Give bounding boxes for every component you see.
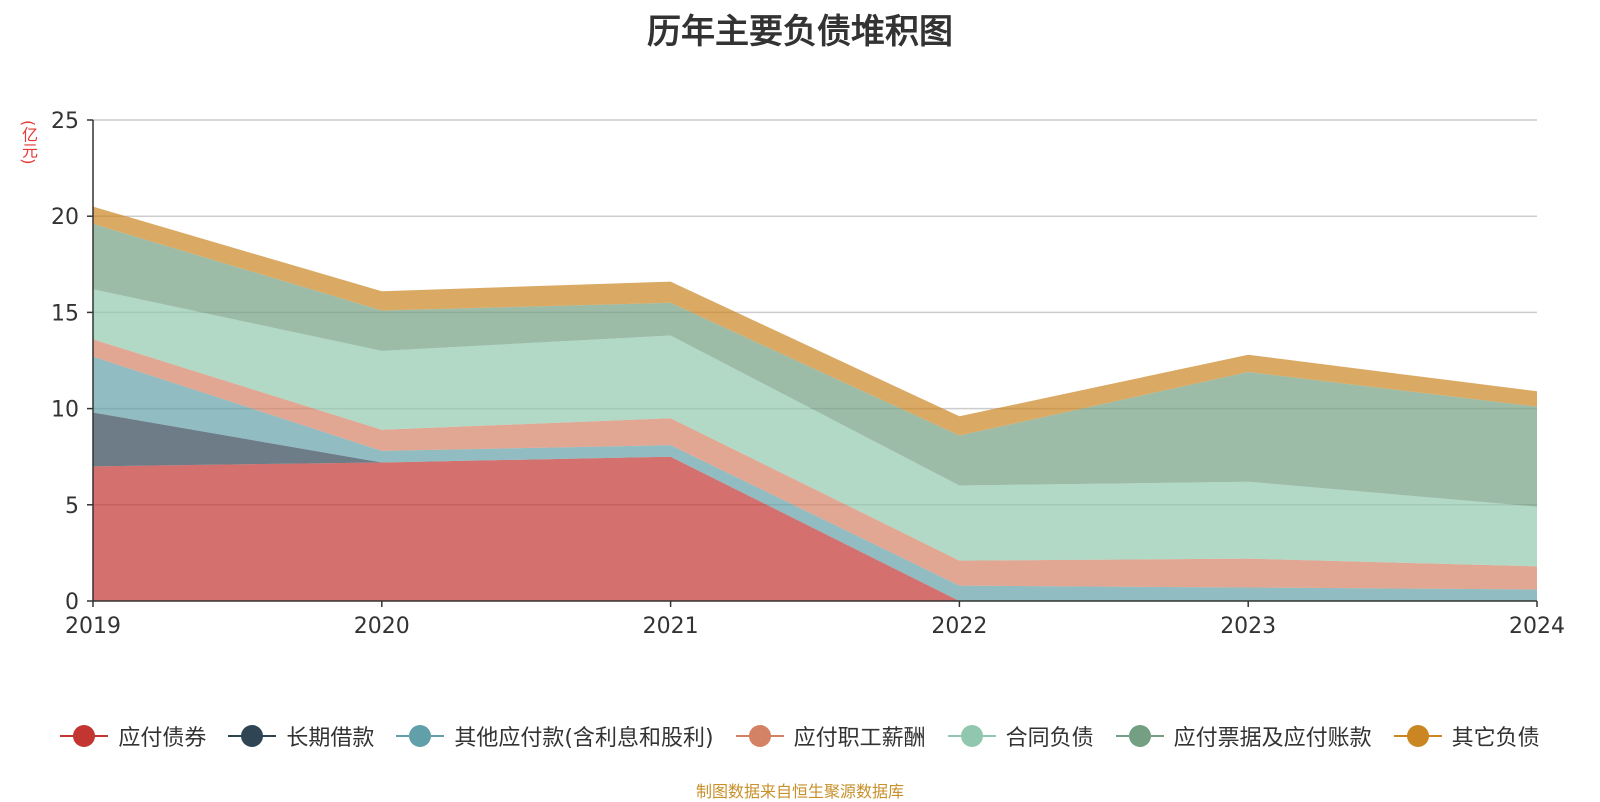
legend-label: 应付债券 xyxy=(118,726,207,751)
x-tick-label: 2021 xyxy=(643,614,699,639)
chart-legend: 应付债券 长期借款 其他应付款(含利息和股利) 应付职工薪酬 合同负债 应付票据及应付账款… xyxy=(0,718,1600,754)
legend-label: 其他应付款(含利息和股利) xyxy=(454,726,714,751)
legend-marker-icon xyxy=(1115,724,1164,748)
x-tick-label: 2020 xyxy=(354,614,410,639)
legend-item[interactable]: 应付职工薪酬 xyxy=(735,720,926,752)
area-series-5 xyxy=(93,223,1537,507)
area-series-4 xyxy=(93,289,1537,567)
legend-marker-icon xyxy=(1393,724,1442,748)
chart-title: 历年主要负债堆积图 xyxy=(647,12,953,52)
legend-label: 应付票据及应付账款 xyxy=(1173,726,1372,751)
legend-label: 合同负债 xyxy=(1005,726,1094,751)
area-series-3 xyxy=(93,339,1537,590)
legend-item[interactable]: 长期借款 xyxy=(228,720,374,752)
area-series-6 xyxy=(93,206,1537,436)
y-tick-label: 25 xyxy=(51,109,79,134)
x-tick-label: 2019 xyxy=(65,614,121,639)
legend-item[interactable]: 应付票据及应付账款 xyxy=(1115,720,1372,752)
y-tick-label: 20 xyxy=(51,205,79,230)
y-tick-label: 10 xyxy=(51,398,79,423)
legend-marker-icon xyxy=(947,724,996,748)
legend-marker-icon xyxy=(60,724,109,748)
y-tick-label: 0 xyxy=(65,590,79,615)
legend-label: 应付职工薪酬 xyxy=(793,726,926,751)
legend-item[interactable]: 应付债券 xyxy=(60,720,206,752)
legend-label: 其它负债 xyxy=(1451,726,1540,751)
legend-label: 长期借款 xyxy=(286,726,375,751)
legend-item[interactable]: 其它负债 xyxy=(1393,720,1540,752)
legend-item[interactable]: 其他应付款(含利息和股利) xyxy=(396,720,714,752)
legend-marker-icon xyxy=(735,724,784,748)
y-tick-label: 5 xyxy=(65,494,79,519)
y-tick-label: 15 xyxy=(51,301,79,326)
x-tick-label: 2023 xyxy=(1220,614,1276,639)
source-note: 制图数据来自恒生聚源数据库 xyxy=(695,782,904,801)
legend-item[interactable]: 合同负债 xyxy=(947,720,1094,752)
area-series-0 xyxy=(93,456,1537,601)
x-tick-label: 2022 xyxy=(931,614,987,639)
y-axis-unit-label: (亿元) xyxy=(19,120,38,165)
x-tick-label: 2024 xyxy=(1509,614,1565,639)
legend-marker-icon xyxy=(228,724,277,748)
legend-marker-icon xyxy=(396,724,445,748)
